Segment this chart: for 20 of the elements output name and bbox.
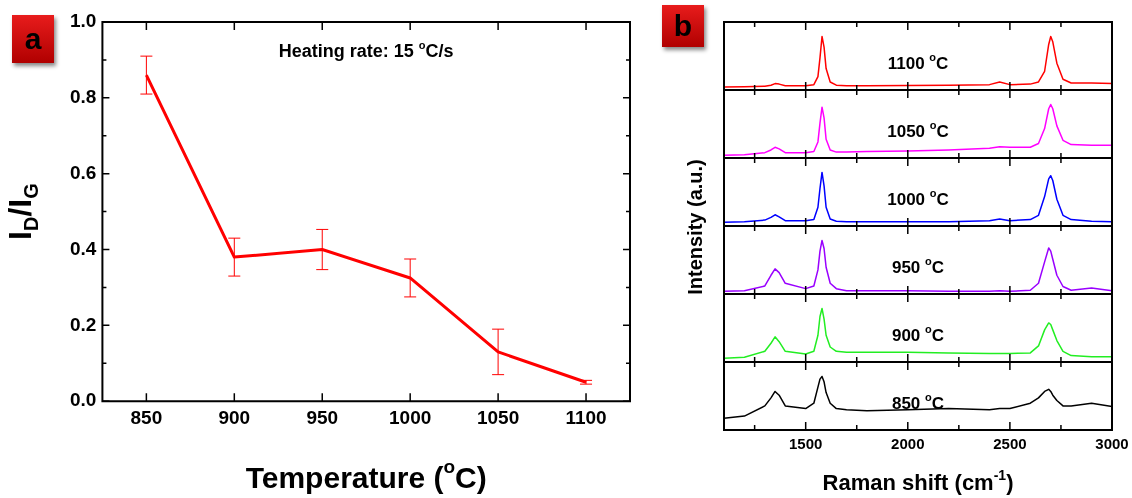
x-tick-label: 850	[130, 406, 163, 428]
label-tag: a	[12, 15, 54, 63]
x-tick-label: 2000	[891, 435, 925, 453]
y-axis-title: ID/IG	[2, 183, 42, 240]
y-tick-label: 0.2	[69, 313, 97, 335]
x-tick-label: 1100	[565, 406, 607, 428]
x-tick-label: 1500	[789, 435, 823, 453]
y-tick-label: 0.8	[69, 86, 97, 108]
x-tick-label: 1000	[389, 406, 432, 428]
label-tag: b	[662, 5, 704, 47]
x-tick-label: 3000	[1095, 435, 1129, 453]
y-axis-title: Intensity (a.u.)	[683, 159, 707, 295]
y-tick-label: 0.0	[69, 389, 97, 411]
x-tick-label: 1050	[476, 406, 520, 428]
y-tick-label: 0.4	[69, 237, 97, 259]
x-tick-label: 2500	[993, 435, 1027, 453]
y-tick-label: 0.6	[69, 161, 97, 183]
x-tick-label: 950	[306, 406, 339, 428]
x-tick-label: 900	[218, 406, 251, 428]
y-tick-label: 1.0	[69, 10, 97, 32]
